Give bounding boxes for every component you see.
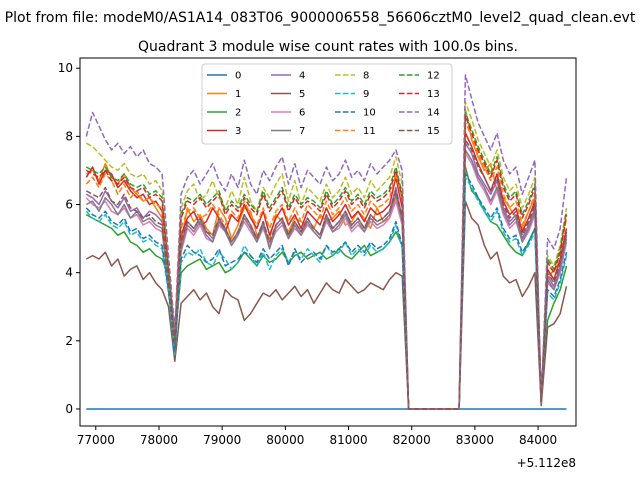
legend-label-13: 13 [427, 89, 440, 100]
x-tick-label: 83000 [456, 433, 494, 447]
plot-lines [85, 74, 568, 410]
y-tick-label: 6 [65, 198, 73, 212]
series-line-5 [85, 200, 568, 410]
legend-label-2: 2 [235, 108, 241, 119]
y-tick-label: 8 [65, 129, 73, 143]
figure-suptitle: Plot from file: modeM0/AS1A14_083T06_900… [5, 10, 636, 26]
x-tick-label: 81000 [329, 433, 367, 447]
series-line-13 [85, 115, 568, 410]
legend-label-11: 11 [363, 126, 376, 137]
legend-label-10: 10 [363, 108, 376, 119]
x-tick-label: 78000 [140, 433, 178, 447]
legend-label-7: 7 [299, 126, 305, 137]
legend-label-3: 3 [235, 126, 241, 137]
legend-label-5: 5 [299, 89, 305, 100]
legend-label-15: 15 [427, 126, 440, 137]
legend-label-0: 0 [235, 71, 241, 82]
legend-label-14: 14 [427, 108, 440, 119]
x-tick-label: 79000 [203, 433, 241, 447]
legend-box [201, 63, 453, 145]
axes: 77000 78000 79000 80000 81000 82000 83000 84000… [58, 61, 557, 447]
series-line-10 [85, 173, 568, 410]
legend-label-8: 8 [363, 71, 369, 82]
y-tick-label: 2 [65, 334, 73, 348]
plot-frame [79, 57, 577, 427]
x-tick-label: 82000 [393, 433, 431, 447]
x-offset-label: +5.112e8 [517, 456, 576, 470]
x-tick-label: 77000 [77, 433, 115, 447]
x-tick-label: 80000 [266, 433, 304, 447]
y-tick-label: 0 [65, 402, 73, 416]
legend-label-12: 12 [427, 71, 440, 82]
legend-label-9: 9 [363, 89, 369, 100]
series-line-7 [85, 149, 568, 410]
series-line-14 [85, 74, 568, 410]
legend-label-4: 4 [299, 71, 305, 82]
y-tick-label: 10 [58, 61, 73, 75]
series-line-2 [85, 166, 568, 410]
legend-label-1: 1 [235, 89, 241, 100]
y-tick-label: 4 [65, 266, 73, 280]
series-line-15 [85, 139, 568, 410]
x-tick-label: 84000 [519, 433, 557, 447]
series-line-3 [85, 132, 568, 410]
chart-title: Quadrant 3 module wise count rates with … [138, 39, 518, 55]
legend-label-6: 6 [299, 108, 305, 119]
